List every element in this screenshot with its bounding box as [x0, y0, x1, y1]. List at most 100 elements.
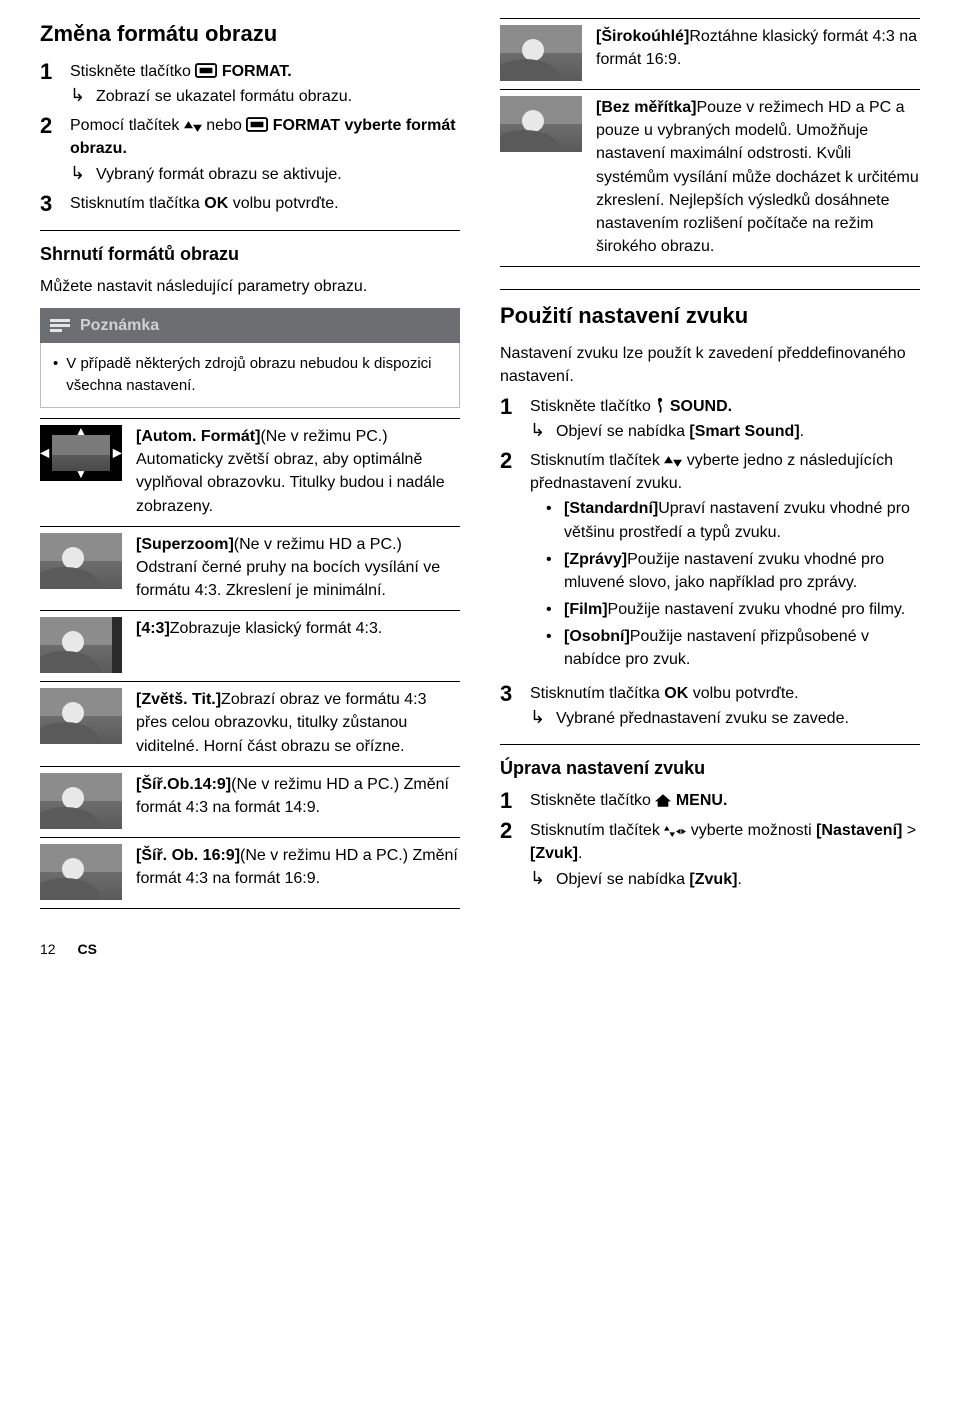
text: Stiskněte tlačítko [70, 63, 195, 80]
format-row: [Superzoom](Ne v režimu HD a PC.) Odstra… [40, 526, 460, 611]
format-preview-icon [500, 96, 582, 152]
updown-icon [184, 121, 202, 132]
step-2: 2 Stisknutím tlačítek vyberte jedno z ná… [500, 449, 920, 676]
step-number: 2 [500, 819, 518, 891]
note-text: V případě některých zdrojů obrazu nebudo… [66, 353, 447, 397]
bullet-dot: • [546, 548, 554, 594]
preset-title: [Osobní] [564, 628, 630, 645]
format-preview-icon [40, 773, 122, 829]
format-preview-icon [40, 844, 122, 900]
text: Objeví se nabídka [556, 871, 689, 888]
text: Vybraný formát obrazu se aktivuje. [96, 163, 342, 186]
bullet-dot: • [546, 497, 554, 543]
text: Pomocí tlačítek [70, 117, 184, 134]
format-row: [Širokoúhlé]Roztáhne klasický formát 4:3… [500, 19, 920, 90]
text: Vybrané přednastavení zvuku se zavede. [556, 707, 849, 730]
steps-change-format: 1 Stiskněte tlačítko FORMAT. ↳ Zobrazí s… [40, 60, 460, 216]
page-number: 12 [40, 939, 56, 959]
format-row: ▲▼◀▶[Autom. Formát](Ne v režimu PC.) Aut… [40, 418, 460, 526]
heading-sound-use: Použití nastavení zvuku [500, 300, 920, 332]
format-icon [246, 117, 268, 132]
step-3: 3 Stisknutím tlačítka OK volbu potvrďte.… [500, 682, 920, 730]
preset-item: •[Film]Použije nastavení zvuku vhodné pr… [530, 598, 920, 621]
text: nebo [202, 117, 246, 134]
step-2: 2 Pomocí tlačítek nebo FORMAT vyberte fo… [40, 114, 460, 186]
heading-format-summary: Shrnutí formátů obrazu [40, 241, 460, 267]
format-preview-icon [500, 25, 582, 81]
format-table-left: ▲▼◀▶[Autom. Formát](Ne v režimu PC.) Aut… [40, 418, 460, 909]
format-title: [Zvětš. Tit.] [136, 691, 221, 708]
format-title: [4:3] [136, 620, 170, 637]
divider [40, 230, 460, 231]
format-preview-icon [40, 617, 122, 673]
step-number: 1 [500, 789, 518, 813]
result-arrow-icon: ↳ [70, 85, 88, 108]
heading-change-format: Změna formátu obrazu [40, 18, 460, 50]
result-arrow-icon: ↳ [530, 868, 548, 891]
step-number: 3 [500, 682, 518, 730]
format-icon [195, 63, 217, 78]
updown-icon [664, 456, 682, 467]
step-1: 1 Stiskněte tlačítko SOUND. ↳ Objeví se … [500, 395, 920, 443]
text: Objeví se nabídka [556, 423, 689, 440]
text: Stisknutím tlačítka [530, 685, 664, 702]
sound-icon [655, 397, 665, 413]
sound-use-intro: Nastavení zvuku lze použít k zavedení př… [500, 342, 920, 388]
result-arrow-icon: ↳ [530, 420, 548, 443]
step-number: 1 [500, 395, 518, 443]
format-title: [Šíř.Ob.14:9] [136, 776, 231, 793]
preset-body: Použije nastavení zvuku vhodné pro filmy… [608, 601, 906, 618]
format-title: [Širokoúhlé] [596, 28, 689, 45]
heading-sound-adj: Úprava nastavení zvuku [500, 755, 920, 781]
format-preview-icon: ▲▼◀▶ [40, 425, 122, 481]
text: Stisknutím tlačítek [530, 452, 664, 469]
text: > [902, 822, 916, 839]
text: Zobrazí se ukazatel formátu obrazu. [96, 85, 352, 108]
note-box: Poznámka • V případě některých zdrojů ob… [40, 308, 460, 408]
format-row: [Bez měřítka]Pouze v režimech HD a PC a … [500, 90, 920, 267]
step-number: 2 [500, 449, 518, 676]
format-title: [Bez měřítka] [596, 99, 696, 116]
format-title: [Superzoom] [136, 536, 234, 553]
text: . [737, 871, 741, 888]
step-number: 3 [40, 192, 58, 216]
format-preview-icon [40, 533, 122, 589]
format-table-right-top: [Širokoúhlé]Roztáhne klasický formát 4:3… [500, 18, 920, 267]
divider [500, 289, 920, 290]
preset-title: [Zprávy] [564, 551, 627, 568]
text: SOUND. [665, 398, 732, 415]
step-2: 2 Stisknutím tlačítek vyberte možnosti [… [500, 819, 920, 891]
format-body: Pouze v režimech HD a PC a pouze u vybra… [596, 99, 919, 255]
format-row: [4:3]Zobrazuje klasický formát 4:3. [40, 611, 460, 682]
text: OK [664, 685, 688, 702]
page-lang: CS [77, 941, 96, 957]
bullet-dot: • [546, 598, 554, 621]
step-3: 3 Stisknutím tlačítka OK volbu potvrďte. [40, 192, 460, 216]
step-number: 1 [40, 60, 58, 108]
text: [Nastavení] [816, 822, 902, 839]
summary-intro: Můžete nastavit následující parametry ob… [40, 275, 460, 298]
steps-sound-use: 1 Stiskněte tlačítko SOUND. ↳ Objeví se … [500, 395, 920, 730]
step-number: 2 [40, 114, 58, 186]
result-arrow-icon: ↳ [530, 707, 548, 730]
text: MENU. [671, 792, 727, 809]
note-label: Poznámka [80, 314, 159, 337]
result-arrow-icon: ↳ [70, 163, 88, 186]
preset-item: •[Standardní]Upraví nastavení zvuku vhod… [530, 497, 920, 543]
divider [500, 744, 920, 745]
step-1: 1 Stiskněte tlačítko MENU. [500, 789, 920, 813]
text: OK [204, 195, 228, 212]
note-icon [50, 319, 70, 333]
home-icon [655, 794, 671, 807]
text: . [800, 423, 804, 440]
text: [Zvuk] [530, 845, 578, 862]
preset-item: •[Zprávy]Použije nastavení zvuku vhodné … [530, 548, 920, 594]
step-1: 1 Stiskněte tlačítko FORMAT. ↳ Zobrazí s… [40, 60, 460, 108]
format-title: [Autom. Formát] [136, 428, 260, 445]
preset-title: [Standardní] [564, 500, 658, 517]
format-row: [Šíř. Ob. 16:9](Ne v režimu HD a PC.) Zm… [40, 837, 460, 908]
format-body: Zobrazuje klasický formát 4:3. [170, 620, 383, 637]
text: Stiskněte tlačítko [530, 792, 655, 809]
text: volbu potvrďte. [688, 685, 798, 702]
format-preview-icon [40, 688, 122, 744]
